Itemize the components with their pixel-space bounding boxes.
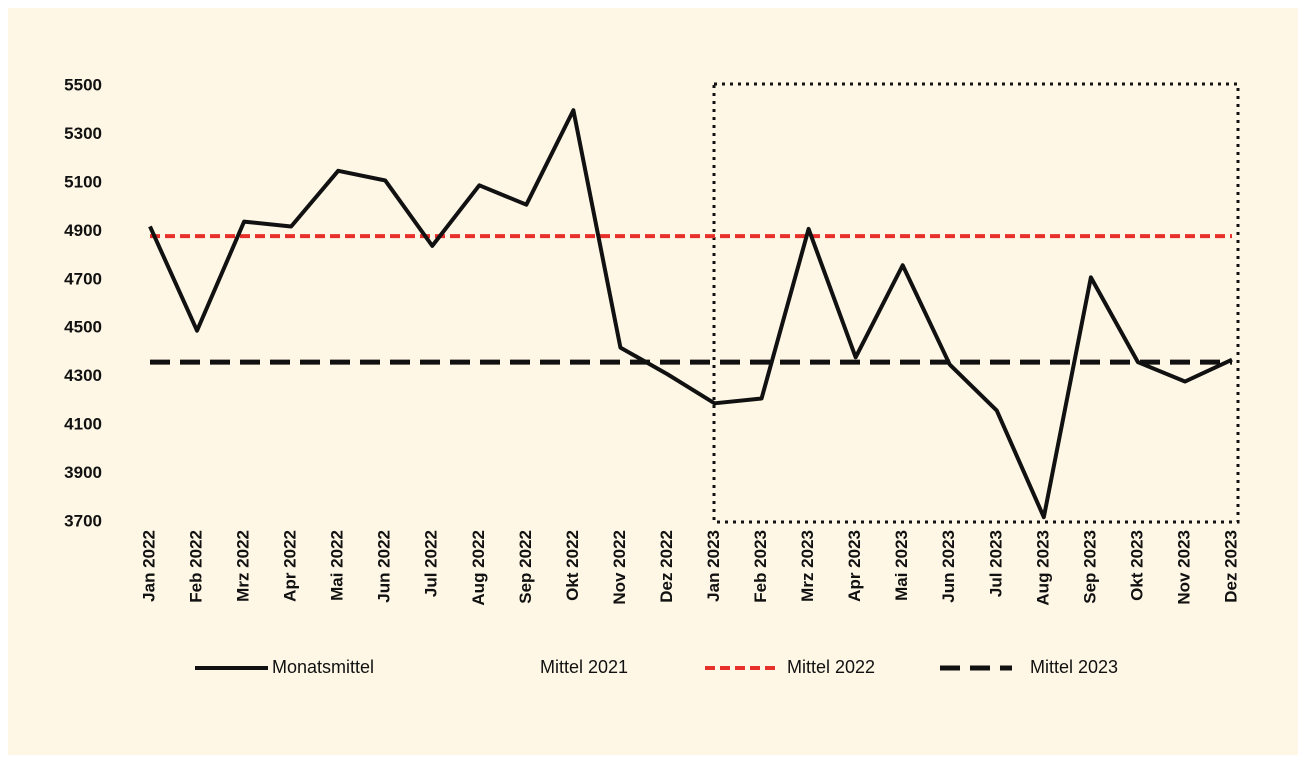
x-tick-label: Jun 2023 — [939, 530, 958, 603]
y-tick-label: 4300 — [64, 366, 102, 385]
x-tick-label: Jul 2023 — [986, 530, 1005, 597]
highlight-box — [712, 82, 1240, 524]
y-tick-label: 4700 — [64, 269, 102, 288]
x-tick-label: Sep 2022 — [516, 530, 535, 604]
x-tick-label: Jan 2023 — [704, 530, 723, 602]
x-tick-label: Jan 2022 — [139, 530, 158, 602]
legend-label: Mittel 2023 — [1030, 657, 1118, 677]
x-tick-label: Feb 2023 — [751, 530, 770, 603]
x-tick-label: Mrz 2023 — [798, 530, 817, 602]
x-tick-label: Dez 2023 — [1221, 530, 1240, 603]
x-tick-label: Nov 2022 — [610, 530, 629, 605]
y-tick-label: 3900 — [64, 463, 102, 482]
x-tick-label: Mai 2023 — [892, 530, 911, 601]
x-tick-label: Okt 2022 — [563, 530, 582, 601]
data-line — [148, 108, 1233, 520]
y-tick-label: 5300 — [64, 124, 102, 143]
x-tick-label: Aug 2023 — [1033, 530, 1052, 606]
x-tick-label: Apr 2022 — [281, 530, 300, 602]
x-tick-label: Apr 2023 — [845, 530, 864, 602]
x-tick-label: Mai 2022 — [328, 530, 347, 601]
legend-label: Monatsmittel — [272, 657, 374, 677]
y-tick-label: 4900 — [64, 221, 102, 240]
y-tick-label: 3700 — [64, 511, 102, 530]
y-tick-label: 4100 — [64, 415, 102, 434]
x-tick-label: Jul 2022 — [422, 530, 441, 597]
legend-label: Mittel 2022 — [787, 657, 875, 677]
x-tick-label: Feb 2022 — [187, 530, 206, 603]
x-tick-label: Mrz 2022 — [234, 530, 253, 602]
background — [8, 8, 1298, 755]
legend-label: Mittel 2021 — [540, 657, 628, 677]
y-tick-label: 4500 — [64, 318, 102, 337]
x-tick-label: Okt 2023 — [1127, 530, 1146, 601]
x-tick-label: Aug 2022 — [469, 530, 488, 606]
x-tick-label: Dez 2022 — [657, 530, 676, 603]
x-tick-label: Jun 2022 — [375, 530, 394, 603]
x-tick-label: Nov 2023 — [1174, 530, 1193, 605]
y-tick-label: 5100 — [64, 172, 102, 191]
x-tick-label: Sep 2023 — [1080, 530, 1099, 604]
y-tick-label: 5500 — [64, 75, 102, 94]
